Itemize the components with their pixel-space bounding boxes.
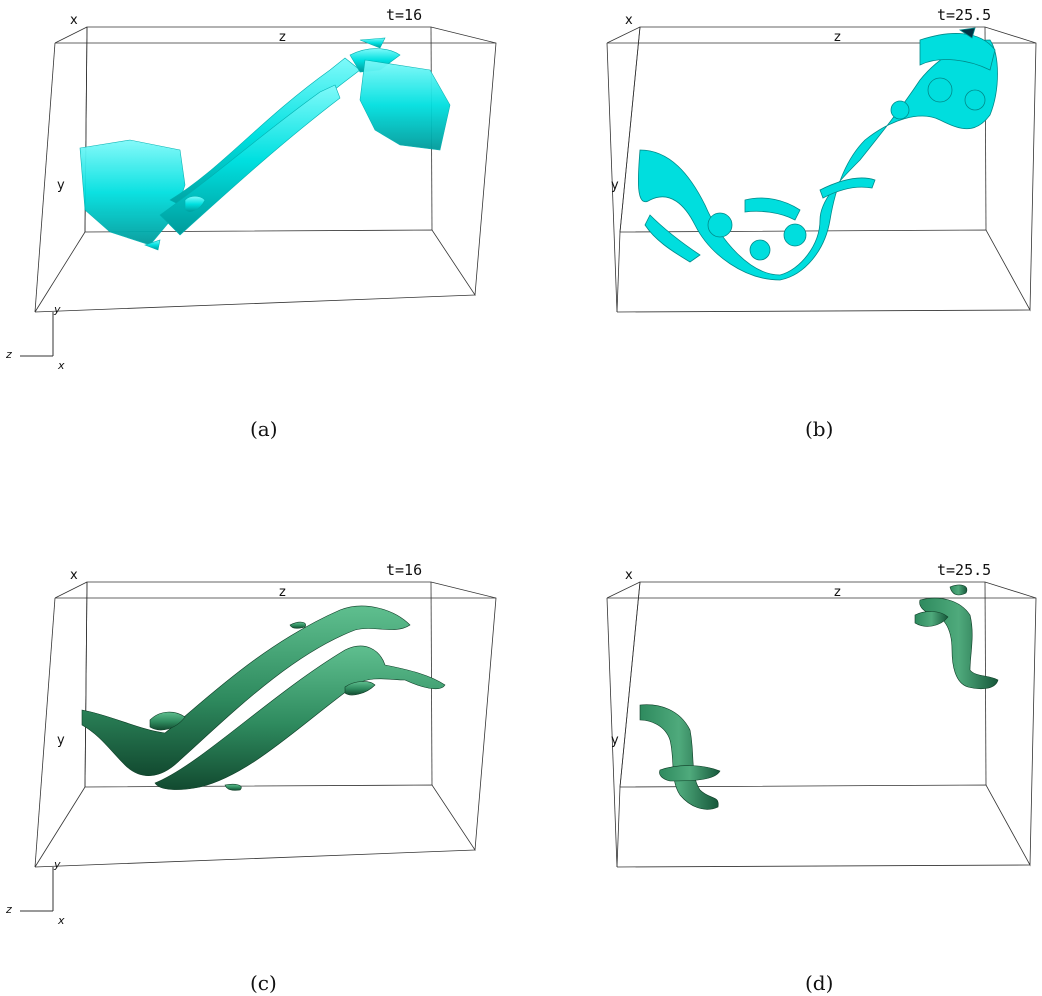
panel-d: x z y t=25.5 xyxy=(520,555,1042,885)
axis-y-label: y xyxy=(57,733,65,748)
axis-z-label: z xyxy=(834,30,841,45)
panel-c: x z y t=16 xyxy=(0,555,520,885)
axis-x-label: x xyxy=(70,13,78,28)
caption-d: (d) xyxy=(805,971,834,995)
panel-b: x z y t=25.5 xyxy=(520,0,1042,330)
axis-x-label: x xyxy=(625,13,633,28)
vortex-structure xyxy=(639,584,999,810)
panel-a-render xyxy=(34,26,497,313)
time-label: t=25.5 xyxy=(937,561,992,579)
panel-d-render xyxy=(606,581,1037,868)
triad-y-label: y xyxy=(54,303,61,316)
axis-z-label: z xyxy=(279,30,286,45)
axis-y-label: y xyxy=(57,178,65,193)
time-label: t=25.5 xyxy=(937,6,992,24)
time-label: t=16 xyxy=(386,6,423,24)
caption-b: (b) xyxy=(805,417,834,441)
panel-a: x z y t=16 xyxy=(0,0,520,330)
panel-b-render xyxy=(606,26,1037,313)
triad-x-label: x xyxy=(58,359,65,372)
triad-x-label: x xyxy=(58,914,65,927)
orientation-triad-top: y z x xyxy=(0,300,80,380)
caption-a: (a) xyxy=(250,417,278,441)
triad-z-label: z xyxy=(6,903,12,916)
axis-z-label: z xyxy=(279,585,286,600)
axis-y-label: y xyxy=(611,178,619,193)
panel-c-render xyxy=(34,581,497,868)
time-label: t=16 xyxy=(386,561,423,579)
vortex-structure xyxy=(637,27,998,281)
bounding-box xyxy=(34,581,497,868)
axis-x-label: x xyxy=(70,568,78,583)
axis-y-label: y xyxy=(611,733,619,748)
vortex-structure xyxy=(79,37,451,251)
vortex-structure xyxy=(81,605,446,791)
axis-x-label: x xyxy=(625,568,633,583)
axis-z-label: z xyxy=(834,585,841,600)
bounding-box xyxy=(34,26,497,313)
triad-z-label: z xyxy=(6,348,12,361)
orientation-triad-bottom: y z x xyxy=(0,855,80,935)
triad-y-label: y xyxy=(54,858,61,871)
caption-c: (c) xyxy=(250,971,277,995)
